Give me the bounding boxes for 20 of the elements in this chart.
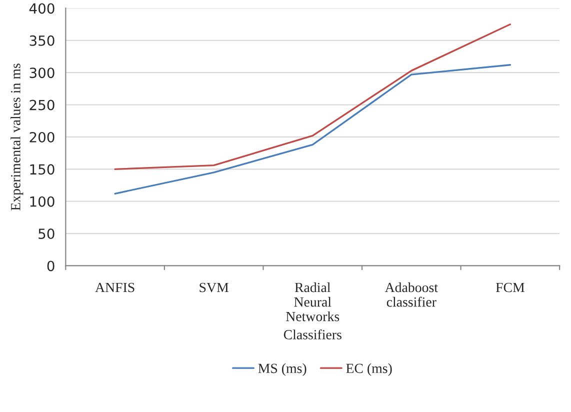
y-tick-label: 100 (30, 196, 54, 207)
x-axis-title: Classifiers (284, 329, 342, 340)
y-tick-label: 150 (30, 164, 54, 175)
y-tick-label: 400 (29, 3, 54, 14)
x-tick-label: Radial Neural Networks (286, 282, 340, 322)
legend-label: EC (ms) (346, 363, 392, 376)
x-tick-label: SVM (200, 282, 228, 292)
line-series (114, 64, 512, 194)
x-tick-label: ANFIS (95, 282, 134, 292)
y-tick-label: 350 (30, 35, 54, 46)
y-tick-label: 200 (30, 132, 54, 142)
x-tick-label: Adaboost classifier (384, 282, 438, 307)
y-tick-label: 300 (30, 68, 54, 78)
y-tick-label: 0 (47, 260, 54, 272)
x-tick-label: FCM (496, 282, 524, 292)
y-axis-title: Experimental values in ms (10, 64, 24, 210)
legend-label: MS (ms) (258, 363, 306, 376)
line-series (114, 24, 512, 170)
y-tick-label: 50 (38, 228, 54, 240)
y-tick-label: 250 (30, 100, 54, 110)
